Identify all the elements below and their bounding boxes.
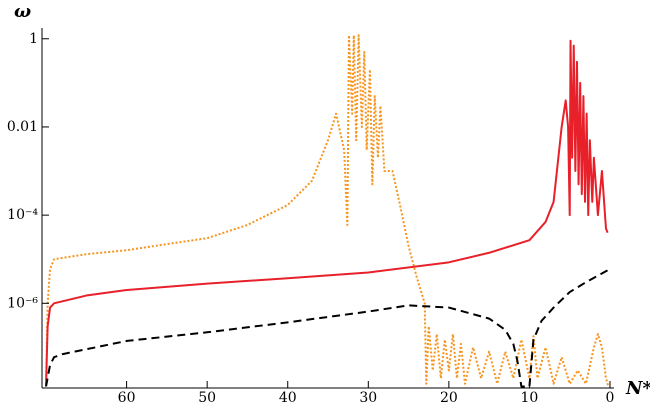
x-tick-label: 10 [521, 390, 539, 406]
line-black [45, 268, 611, 388]
lines [45, 34, 611, 388]
x-tick-label: 40 [279, 390, 297, 406]
x-tick-label: 0 [606, 390, 615, 406]
y-tick-label: 0.01 [7, 119, 38, 135]
y-tick-label: 10⁻⁴ [7, 207, 38, 223]
y-tick-label: 1 [29, 31, 38, 47]
x-axis-label: N* [625, 378, 650, 399]
line-red [45, 39, 609, 387]
line-orange [45, 34, 610, 387]
x-tick-label: 20 [440, 390, 458, 406]
x-tick-label: 50 [198, 390, 216, 406]
x-tick-label: 30 [359, 390, 377, 406]
x-tick-label: 60 [118, 390, 136, 406]
y-axis-label: ω [14, 1, 31, 22]
y-tick-label: 10⁻⁶ [7, 295, 38, 311]
